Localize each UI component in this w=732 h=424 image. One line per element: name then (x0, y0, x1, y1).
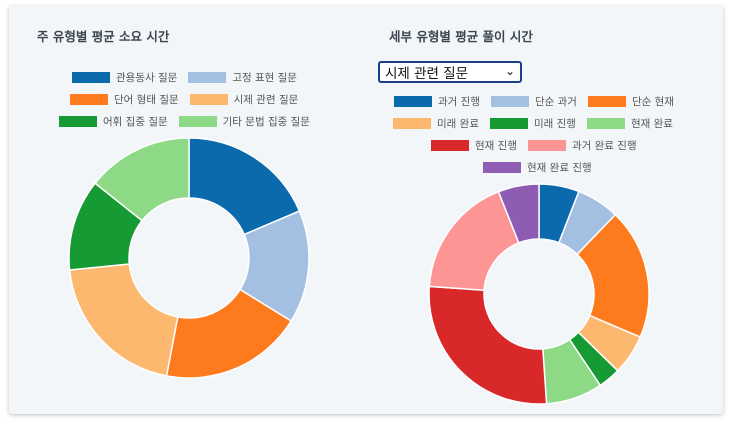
main-type-slice-4[interactable] (68, 263, 179, 377)
sub-type-legend-swatch (483, 162, 521, 173)
sub-type-legend-label: 현재 완료 진행 (527, 162, 592, 174)
sub-type-legend-swatch (489, 118, 528, 129)
sub-type-legend-label: 단순 현재 (631, 96, 674, 108)
main-type-legend-label: 어휘 집중 질문 (103, 116, 168, 128)
sub-type-legend-item[interactable]: 현재 완료 (586, 116, 673, 131)
sub-type-legend-label: 현재 완료 (630, 118, 673, 130)
main-type-slice-6[interactable] (94, 137, 190, 222)
sub-type-legend-item[interactable]: 미래 완료 (393, 116, 479, 131)
main-type-legend-row: 관용동사 질문 고정 표현 질문 (72, 70, 297, 85)
sub-type-legend-swatch (393, 118, 431, 129)
sub-type-legend-item[interactable]: 현재 완료 진행 (483, 160, 592, 175)
sub-type-legend-item[interactable]: 과거 진행 (394, 94, 480, 109)
sub-type-legend-label: 미래 완료 (437, 118, 479, 130)
main-type-legend-label: 고정 표현 질문 (232, 72, 297, 84)
sub-type-legend-swatch (587, 96, 626, 107)
sub-type-slice-3[interactable] (576, 213, 650, 339)
sub-type-legend-swatch (586, 118, 625, 129)
sub-type-chart-title: 세부 유형별 평균 풀이 시간 (389, 29, 533, 44)
main-type-legend-label: 기타 문법 집중 질문 (222, 116, 310, 128)
chevron-down-icon: ⌄ (504, 64, 515, 78)
sub-type-legend-row: 미래 완료 미래 진행 현재 완료 (393, 116, 673, 131)
sub-type-legend-item[interactable]: 단순 현재 (587, 94, 674, 109)
main-type-legend-item[interactable]: 단어 형태 질문 (70, 92, 179, 107)
sub-type-legend-row: 현재 완료 진행 (483, 160, 592, 175)
main-type-legend-label: 관용동사 질문 (116, 72, 178, 84)
main-type-legend-item[interactable]: 시제 관련 질문 (189, 92, 299, 107)
sub-type-legend-item[interactable]: 단순 과거 (490, 94, 577, 109)
main-type-legend-swatch (70, 94, 108, 105)
sub-type-legend-label: 단순 과거 (534, 96, 577, 108)
main-type-legend-swatch (59, 116, 97, 127)
main-type-legend-label: 단어 형태 질문 (114, 94, 179, 106)
main-type-legend-swatch (178, 116, 217, 127)
sub-type-legend-label: 현재 진행 (475, 140, 517, 152)
main-type-legend-item[interactable]: 기타 문법 집중 질문 (178, 114, 310, 129)
main-type-legend-row: 단어 형태 질문 시제 관련 질문 (70, 92, 298, 107)
sub-type-legend-swatch (431, 140, 469, 151)
main-type-legend-item[interactable]: 어휘 집중 질문 (59, 114, 168, 129)
question-type-select-value: 시제 관련 질문 (385, 66, 469, 82)
sub-type-legend-row: 현재 진행 과거 완료 진행 (431, 138, 637, 153)
main-type-legend-item[interactable]: 고정 표현 질문 (188, 70, 297, 85)
main-type-legend-label: 시제 관련 질문 (233, 94, 299, 106)
sub-type-legend-swatch (490, 96, 529, 107)
main-type-legend-swatch (188, 72, 227, 83)
sub-type-legend-row: 과거 진행 단순 과거 단순 현재 (394, 94, 674, 109)
sub-type-legend-swatch (394, 96, 432, 107)
sub-type-legend-label: 과거 완료 진행 (571, 140, 637, 152)
sub-type-legend-label: 미래 진행 (533, 118, 576, 130)
sub-type-legend-item[interactable]: 과거 완료 진행 (527, 138, 637, 153)
main-type-chart-title: 주 유형별 평균 소요 시간 (37, 29, 170, 44)
main-type-legend-swatch (189, 94, 228, 105)
sub-type-slice-7[interactable] (428, 285, 548, 405)
main-type-legend-swatch (72, 72, 110, 83)
question-type-select[interactable]: 시제 관련 질문 ⌄ (378, 61, 522, 83)
main-type-legend-row: 어휘 집중 질문 기타 문법 집중 질문 (59, 114, 310, 129)
main-type-legend-item[interactable]: 관용동사 질문 (72, 70, 177, 85)
main-type-slice-1[interactable] (188, 137, 301, 236)
sub-type-legend-swatch (527, 140, 566, 151)
sub-type-legend-label: 과거 진행 (438, 96, 480, 108)
sub-type-legend-item[interactable]: 미래 진행 (489, 116, 576, 131)
sub-type-legend-item[interactable]: 현재 진행 (431, 138, 517, 153)
sub-type-slice-9[interactable] (497, 183, 540, 244)
